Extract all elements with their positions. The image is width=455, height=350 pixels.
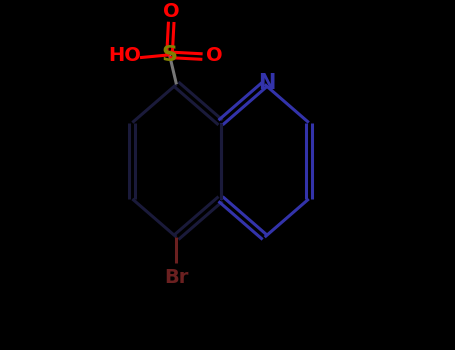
Text: N: N	[258, 73, 275, 93]
Text: Br: Br	[164, 268, 189, 287]
Text: O: O	[163, 2, 180, 21]
Text: O: O	[206, 47, 223, 65]
Text: HO: HO	[108, 47, 141, 65]
Text: S: S	[162, 45, 177, 65]
